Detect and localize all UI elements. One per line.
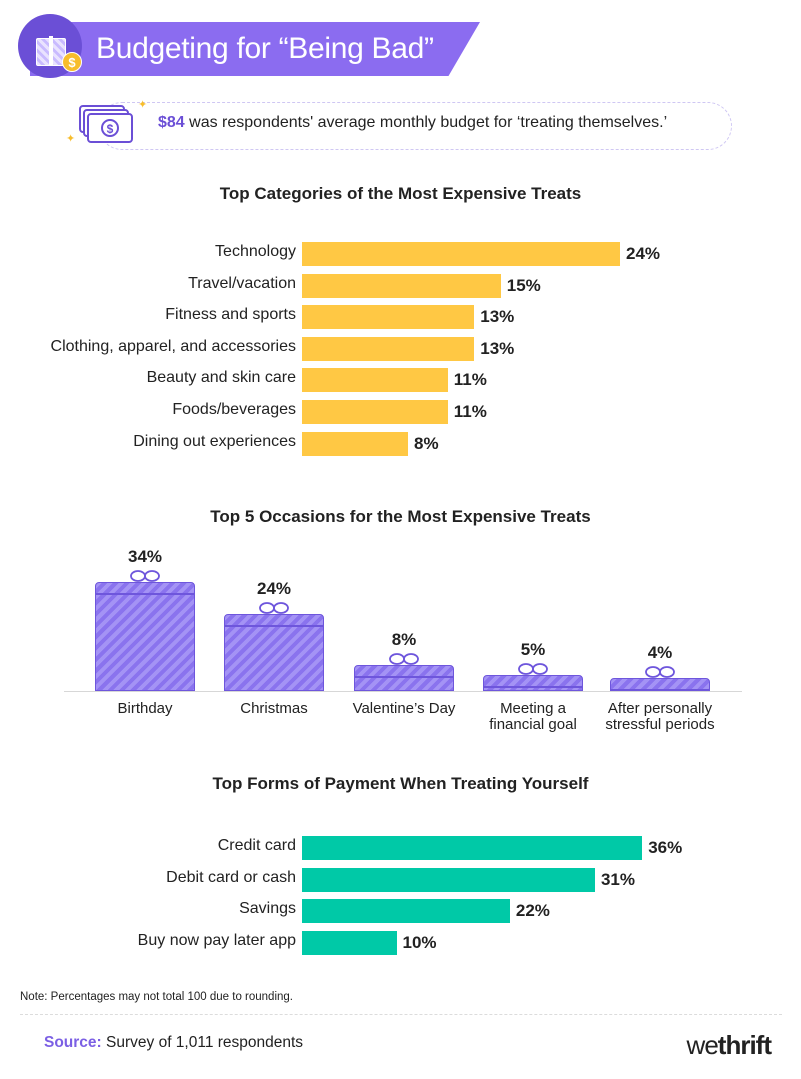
gift-category-line: Birthday (117, 700, 173, 717)
bar-value-label: 36% (648, 838, 683, 857)
budget-amount: $84 (158, 114, 185, 131)
occasions-baseline (64, 691, 742, 692)
chart-title-categories: Top Categories of the Most Expensive Tre… (219, 184, 582, 203)
gift-bar (483, 675, 583, 691)
money-stack-icon: $ (79, 105, 133, 143)
bar-value-label: 13% (480, 338, 515, 358)
bar (302, 368, 448, 393)
bar (302, 431, 408, 456)
bow-icon (389, 653, 419, 666)
footer-divider (20, 1014, 782, 1015)
gift-category-line: After personally (607, 700, 713, 717)
bar-value-label: 11% (453, 402, 487, 421)
bar-value-label: 10% (402, 932, 437, 952)
bar-label: Credit card (217, 837, 296, 854)
gift-bar (95, 582, 195, 691)
bow-icon (259, 602, 289, 615)
header-banner: Budgeting for “Being Bad” (0, 22, 480, 76)
bar-label: Travel/vacation (188, 274, 296, 292)
source-line: Source: Survey of 1,011 respondents (44, 1034, 303, 1052)
gift-bar (354, 665, 454, 691)
bar (302, 400, 448, 424)
bar (302, 305, 475, 330)
budget-description: was respondents' average monthly budget … (184, 114, 668, 131)
gift-category-line: Valentine’s Day (352, 700, 456, 717)
bar-label: Fitness and sports (165, 306, 296, 324)
bar (302, 867, 595, 892)
gift-value-label: 24% (256, 579, 292, 599)
bar-value-label: 31% (600, 869, 635, 889)
bow-icon (645, 666, 675, 679)
bar (302, 242, 620, 266)
gift-value-label: 4% (647, 643, 673, 663)
bar-value-label: 22% (515, 901, 550, 921)
gift-category-label: Christmas (209, 701, 339, 717)
gift-category-label: Birthday (80, 701, 210, 717)
bar (302, 836, 643, 860)
gift-category-label: After personally stressful periods (595, 701, 725, 733)
source-text: Survey of 1,011 respondents (101, 1034, 304, 1051)
banner-background (30, 22, 480, 76)
chart-title-occasions: Top 5 Occasions for the Most Expensive T… (210, 507, 591, 526)
gift-bar (610, 678, 710, 691)
bar-label: Clothing, apparel, and accessories (50, 337, 296, 355)
gift-value-label: 34% (127, 547, 163, 567)
gift-lid (484, 686, 582, 688)
bar-label: Technology (215, 243, 296, 260)
budget-callout-text: $84 was respondents' average monthly bud… (158, 114, 667, 132)
bar-label: Debit card or cash (166, 868, 296, 886)
gift-value-label: 8% (391, 630, 417, 650)
bar-value-label: 13% (480, 307, 515, 327)
gift-ribbon (49, 36, 53, 66)
bow-icon (130, 570, 160, 583)
source-label: Source: (44, 1034, 102, 1051)
bar-label: Beauty and skin care (146, 369, 296, 387)
bar-value-label: 8% (414, 433, 439, 453)
page-title: Budgeting for “Being Bad” (96, 32, 434, 65)
logo-we: we (686, 1030, 719, 1060)
bar (302, 899, 510, 924)
sparkle-icon: ✦ (66, 133, 76, 145)
sparkle-icon: ✦ (138, 99, 148, 111)
wethrift-logo: wethrift (686, 1030, 772, 1061)
bar (302, 336, 475, 361)
gift-category-label: Meeting a financial goal (468, 701, 598, 733)
bar (302, 273, 501, 298)
svg-text:$: $ (107, 122, 114, 136)
bar-label: Dining out experiences (133, 432, 296, 450)
bar-value-label: 24% (626, 244, 661, 263)
coin-icon: $ (62, 52, 82, 72)
chart-title-payment: Top Forms of Payment When Treating Yours… (212, 774, 589, 793)
gift-bar (224, 614, 324, 691)
gift-lid (225, 625, 323, 627)
bar-value-label: 15% (506, 275, 541, 295)
bar-label: Savings (239, 900, 296, 918)
gift-category-line: Christmas (240, 700, 308, 717)
gift-category-line: Meeting a (500, 700, 566, 717)
gift-value-label: 5% (520, 640, 546, 659)
bar-label: Buy now pay later app (137, 931, 296, 949)
gift-category-label: Valentine’s Day (339, 701, 469, 717)
bow-icon (518, 663, 548, 675)
bar-label: Foods/beverages (172, 401, 296, 418)
gift-lid (611, 689, 709, 691)
gift-lid (355, 676, 453, 678)
logo-thrift: thrift (717, 1030, 772, 1060)
bar-value-label: 11% (453, 370, 487, 390)
gift-category-line: stressful periods (605, 716, 715, 733)
gift-category-line: financial goal (489, 716, 577, 733)
bar (302, 930, 397, 955)
gift-lid (96, 593, 194, 595)
rounding-note: Note: Percentages may not total 100 due … (20, 991, 293, 1003)
